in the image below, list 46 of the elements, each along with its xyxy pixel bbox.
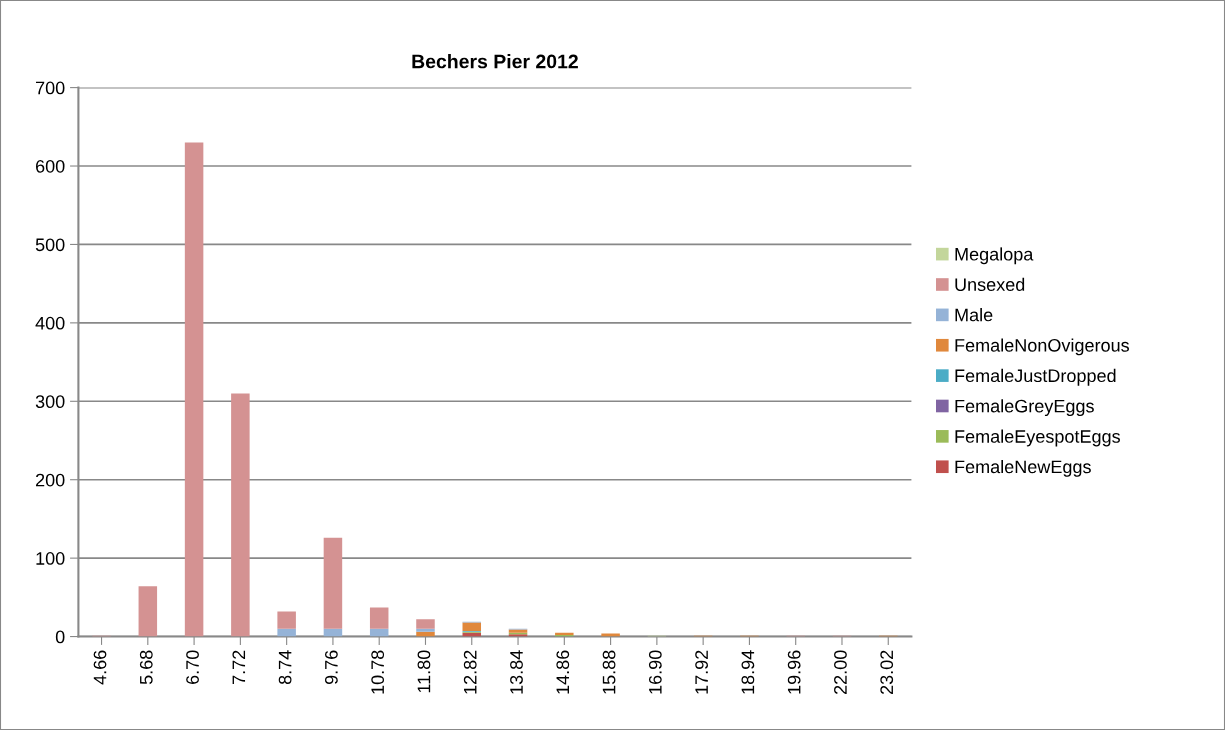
x-tick-label: 23.02 <box>880 650 894 695</box>
x-tick-label: 8.74 <box>278 650 292 685</box>
y-tick-label: 300 <box>35 395 65 409</box>
x-tick-label: 18.94 <box>741 650 755 694</box>
legend-label: FemaleGreyEggs <box>955 399 1094 417</box>
legend-label: FemaleNonOvigerous <box>955 338 1129 356</box>
x-tick-label: 9.76 <box>324 650 338 685</box>
y-tick-label: 100 <box>36 552 65 565</box>
y-tick-label: 400 <box>35 316 65 330</box>
y-tick-label: 600 <box>36 159 65 173</box>
x-tick-label: 22.00 <box>834 650 847 695</box>
bar <box>601 633 620 637</box>
x-tick-label: 13.84 <box>510 650 523 694</box>
x-tick-label: 11.80 <box>417 650 431 693</box>
x-tick-label: 5.68 <box>139 650 153 685</box>
x-tick-label: 17.92 <box>695 650 708 694</box>
legend-label: FemaleJustDropped <box>955 368 1116 386</box>
bar <box>138 586 158 637</box>
bar <box>323 537 343 629</box>
bar <box>277 628 296 637</box>
x-tick-label: 19.96 <box>787 650 801 694</box>
legend-label: FemaleEyespotEggs <box>955 429 1120 447</box>
bar <box>416 619 435 629</box>
x-tick-label: 6.70 <box>186 650 199 684</box>
x-tick-label: 12.82 <box>463 650 477 694</box>
bar <box>462 622 482 632</box>
legend-label: Megalopa <box>955 247 1034 265</box>
y-tick-label: 200 <box>35 473 65 487</box>
legend-label: Unsexed <box>955 277 1025 291</box>
bar <box>369 607 389 629</box>
bar <box>184 142 204 637</box>
y-tick-label: 500 <box>35 238 65 252</box>
x-tick-label: 4.66 <box>93 650 107 685</box>
bar <box>416 628 435 632</box>
y-tick-label: 700 <box>36 81 65 95</box>
x-tick-label: 14.86 <box>556 650 570 694</box>
bar <box>231 393 250 637</box>
x-tick-label: 16.90 <box>648 650 662 694</box>
chart-title: Bechers Pier 2012 <box>412 54 578 69</box>
x-tick-label: 10.78 <box>371 650 385 694</box>
legend-label: FemaleNewEggs <box>955 459 1091 477</box>
x-tick-label: 15.88 <box>602 650 616 694</box>
y-tick-label: 0 <box>55 630 65 644</box>
bar <box>277 611 296 629</box>
legend-label: Male <box>955 308 993 322</box>
x-tick-label: 7.72 <box>232 650 246 684</box>
